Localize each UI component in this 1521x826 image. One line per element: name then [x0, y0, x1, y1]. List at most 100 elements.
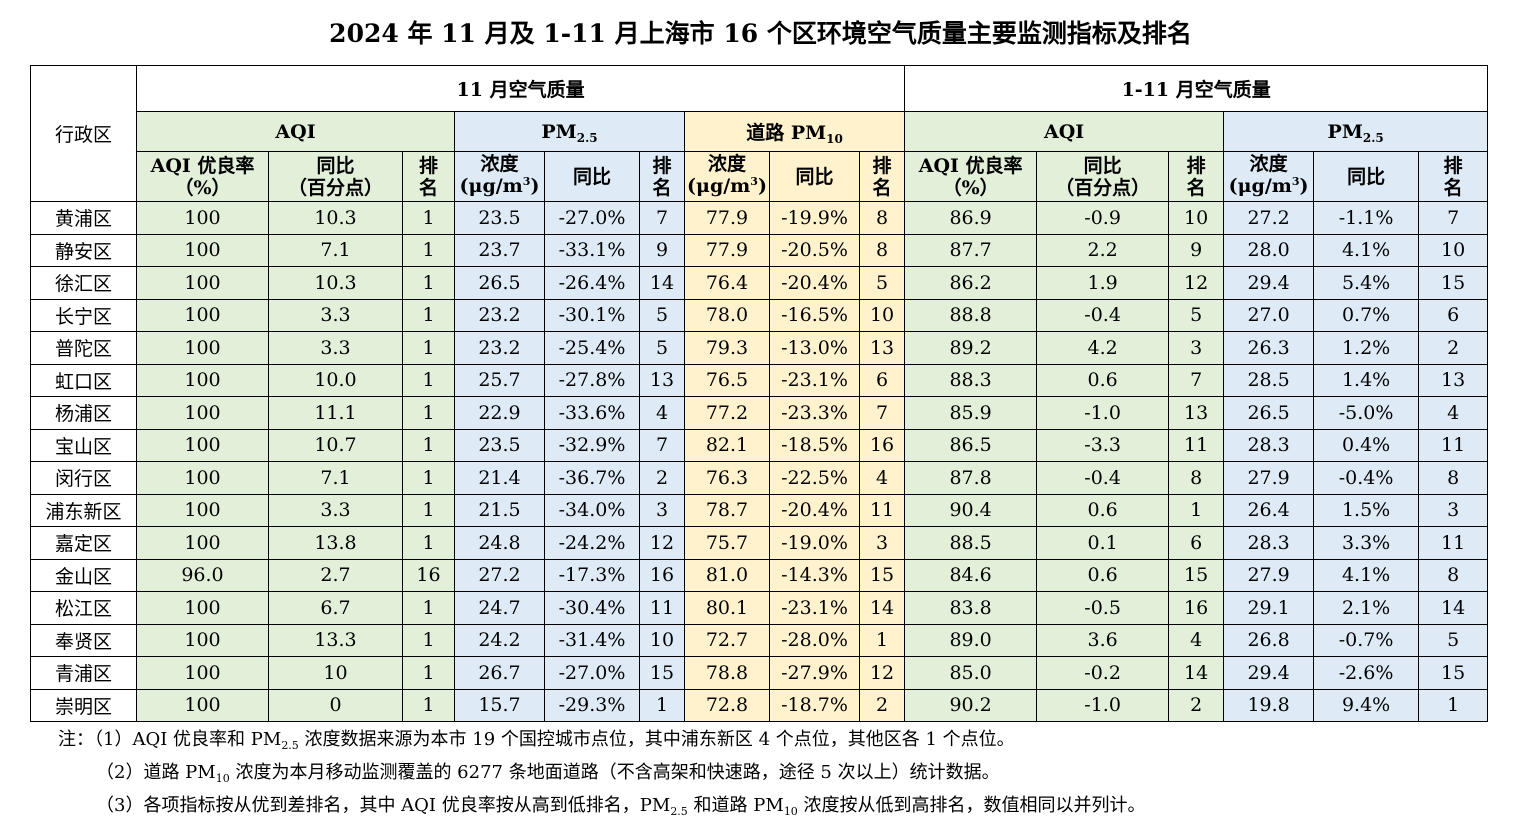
table-cell: 3 [858, 526, 906, 560]
note-3: （3）各项指标按从优到差排名，其中 AQI 优良率按从高到低排名，PM2.5 和… [96, 795, 1146, 818]
table-cell: 10.3 [268, 266, 403, 300]
table-row: 金山区 96.0 2.7 16 27.2 -17.3% 16 81.0 -14.3% 15 84.6… [30, 558, 1489, 592]
table-cell: 83.8 [904, 591, 1038, 625]
region-cell: 青浦区 [30, 656, 137, 690]
table-cell: 15 [1418, 266, 1489, 300]
table-cell: 3 [1168, 331, 1225, 365]
table-cell: 84.6 [904, 558, 1038, 592]
table-cell: 75.7 [684, 526, 770, 560]
table-cell: 1.4% [1313, 363, 1420, 397]
table-cell: 28.3 [1223, 526, 1315, 560]
table-cell: 22.9 [454, 396, 545, 430]
table-cell: 100 [136, 623, 269, 657]
table-cell: 5 [639, 298, 685, 332]
table-row: 浦东新区 100 3.3 1 21.5 -34.0% 3 78.7 -20.4% 11 90.4 0.… [30, 493, 1489, 527]
table-cell: 2 [639, 461, 685, 495]
table-cell: 23.7 [454, 233, 545, 267]
table-cell: 10.3 [268, 201, 403, 235]
table-cell: 11 [639, 591, 685, 625]
table-cell: -27.0% [544, 201, 640, 235]
note-1: 注：（1）AQI 优良率和 PM2.5 浓度数据来源为本市 19 个国控城市点位… [58, 729, 1015, 752]
table-cell: -33.6% [544, 396, 640, 430]
table-cell: 13.8 [268, 526, 403, 560]
table-cell: -26.4% [544, 266, 640, 300]
table-cell: 10 [1418, 233, 1489, 267]
table-cell: 85.9 [904, 396, 1038, 430]
table-cell: -1.0 [1036, 396, 1170, 430]
table-cell: 9 [1168, 233, 1225, 267]
region-cell: 奉贤区 [30, 623, 137, 657]
table-cell: 15 [1168, 558, 1225, 592]
table-cell: 1.9 [1036, 266, 1170, 300]
table-cell: 88.3 [904, 363, 1038, 397]
table-cell: 27.2 [1223, 201, 1315, 235]
region-cell: 虹口区 [30, 363, 137, 397]
pm25-yoy-ytd-header: 同比 [1313, 151, 1420, 202]
table-cell: 15 [858, 558, 906, 592]
table-cell: 1 [402, 688, 455, 722]
table-cell: 0.6 [1036, 363, 1170, 397]
table-cell: -0.5 [1036, 591, 1170, 625]
table-cell: -31.4% [544, 623, 640, 657]
aqi-yoy-ytd-header: 同比 （百分点） [1036, 151, 1170, 202]
table-cell: 78.0 [684, 298, 770, 332]
table-row: 普陀区 100 3.3 1 23.2 -25.4% 5 79.3 -13.0% 13 89.2 4.2… [30, 331, 1489, 365]
table-cell: -13.0% [769, 331, 860, 365]
table-cell: 9.4% [1313, 688, 1420, 722]
table-cell: 0 [268, 688, 403, 722]
table-row: 闵行区 100 7.1 1 21.4 -36.7% 2 76.3 -22.5% 4 87.8 -0.4… [30, 461, 1489, 495]
table-cell: 100 [136, 428, 269, 462]
table-cell: -0.4 [1036, 461, 1170, 495]
table-cell: 13 [639, 363, 685, 397]
period-ytd-header: 1-11 月空气质量 [904, 65, 1489, 112]
table-cell: -0.9 [1036, 201, 1170, 235]
table-cell: 0.6 [1036, 558, 1170, 592]
region-cell: 宝山区 [30, 428, 137, 462]
table-cell: -14.3% [769, 558, 860, 592]
table-row: 松江区 100 6.7 1 24.7 -30.4% 11 80.1 -23.1% 14 83.8 -0… [30, 591, 1489, 625]
table-cell: -1.0 [1036, 688, 1170, 722]
table-cell: 3.6 [1036, 623, 1170, 657]
table-cell: -17.3% [544, 558, 640, 592]
table-cell: 5 [1418, 623, 1489, 657]
table-cell: 87.7 [904, 233, 1038, 267]
table-cell: 21.4 [454, 461, 545, 495]
table-body: 黄浦区 100 10.3 1 23.5 -27.0% 7 77.9 -19.9% 8 86.9 -0.… [30, 201, 1489, 722]
table-cell: 24.7 [454, 591, 545, 625]
table-cell: 1 [402, 266, 455, 300]
table-cell: 13 [858, 331, 906, 365]
table-row: 静安区 100 7.1 1 23.7 -33.1% 9 77.9 -20.5% 8 87.7 2.2 9… [30, 233, 1489, 267]
table-cell: 14 [639, 266, 685, 300]
table-cell: 1 [402, 396, 455, 430]
table-cell: 81.0 [684, 558, 770, 592]
table-cell: 27.9 [1223, 461, 1315, 495]
table-cell: 4.1% [1313, 233, 1420, 267]
table-cell: 2 [1418, 331, 1489, 365]
table-cell: 2 [1168, 688, 1225, 722]
aqi-rate-ytd-header: AQI 优良率 （%） [904, 151, 1038, 202]
table-cell: 28.3 [1223, 428, 1315, 462]
table-cell: 26.7 [454, 656, 545, 690]
table-cell: 1 [402, 461, 455, 495]
table-cell: -16.5% [769, 298, 860, 332]
table-cell: 100 [136, 266, 269, 300]
table-cell: 86.5 [904, 428, 1038, 462]
table-cell: -25.4% [544, 331, 640, 365]
pm25-group-header-nov: PM2.5 [454, 111, 685, 152]
table-cell: 100 [136, 201, 269, 235]
region-cell: 金山区 [30, 558, 137, 592]
table-cell: 19.8 [1223, 688, 1315, 722]
table-cell: 1 [402, 428, 455, 462]
table-cell: 21.5 [454, 493, 545, 527]
table-cell: 76.4 [684, 266, 770, 300]
table-cell: 4.1% [1313, 558, 1420, 592]
table-cell: 1 [858, 623, 906, 657]
table-cell: 5 [858, 266, 906, 300]
table-cell: 29.4 [1223, 656, 1315, 690]
table-cell: -0.2 [1036, 656, 1170, 690]
table-cell: -30.4% [544, 591, 640, 625]
table-cell: 100 [136, 298, 269, 332]
table-cell: 1 [402, 331, 455, 365]
table-row: 宝山区 100 10.7 1 23.5 -32.9% 7 82.1 -18.5% 16 86.5 -3… [30, 428, 1489, 462]
table-cell: 29.1 [1223, 591, 1315, 625]
